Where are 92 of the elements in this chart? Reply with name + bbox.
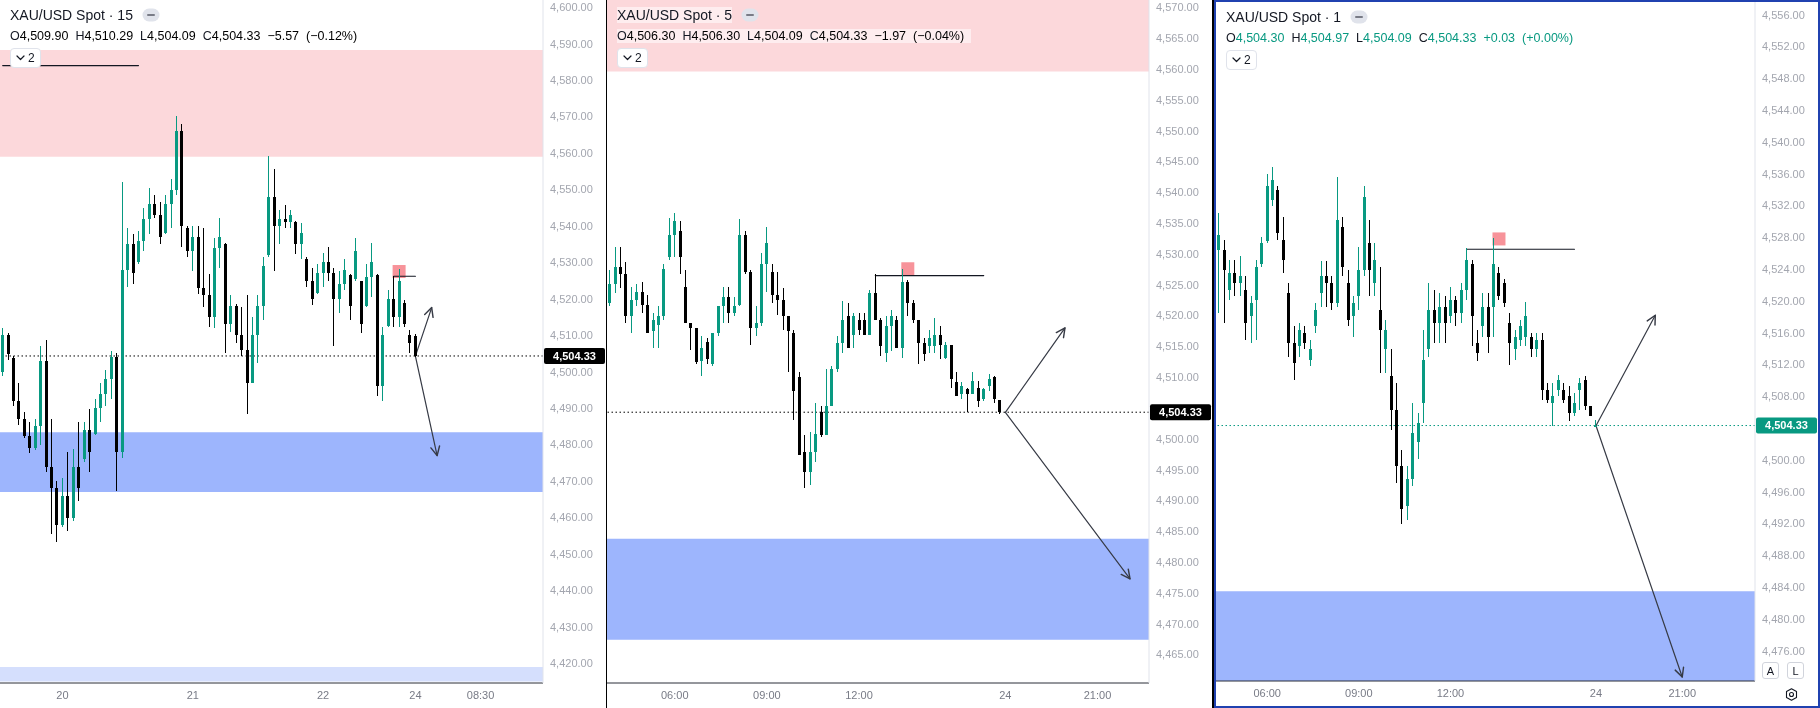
y-tick-label: 4,496.00 <box>1762 485 1805 498</box>
annotation: 2 <box>1244 53 1251 67</box>
y-tick-label: 4,520.00 <box>550 292 593 305</box>
y-tick-label: 4,490.00 <box>1156 494 1199 507</box>
x-tick-label: 09:00 <box>753 688 781 701</box>
y-tick-label: 4,548.00 <box>1762 72 1805 85</box>
text: XAU/USD Spot · 1 <box>1226 9 1342 25</box>
text: XAU/USD Spot · 15 <box>10 7 133 23</box>
ref-line-label: 4,504.33 <box>553 349 596 362</box>
dropdown-button: 2 <box>10 48 41 68</box>
x-tick-label: 20 <box>56 688 69 701</box>
y-tick-label: 4,540.00 <box>1156 186 1199 199</box>
x-tick-label: 12:00 <box>845 688 873 701</box>
y-tick-label: 4,520.00 <box>1156 309 1199 322</box>
y-tick-label: 4,520.00 <box>1762 294 1805 307</box>
y-tick-label: 4,470.00 <box>550 474 593 487</box>
y-tick-label: 4,512.00 <box>1762 358 1805 371</box>
y-tick-label: 4,565.00 <box>1156 32 1199 45</box>
x-tick-label: 24 <box>999 688 1012 701</box>
y-tick-label: 4,590.00 <box>550 37 593 50</box>
y-tick-label: 4,530.00 <box>1156 247 1199 260</box>
y-tick-label: 4,490.00 <box>550 402 593 415</box>
y-tick-label: 4,530.00 <box>550 256 593 269</box>
y-tick-label: 4,555.00 <box>1156 93 1199 106</box>
y-tick-label: 4,556.00 <box>1762 8 1805 21</box>
y-tick-label: 4,460.00 <box>550 511 593 524</box>
y-tick-label: 4,492.00 <box>1762 517 1805 530</box>
y-tick-label: 4,470.00 <box>1156 617 1199 630</box>
annotation: 2 <box>635 51 642 65</box>
x-tick-label: 06:00 <box>1253 686 1281 699</box>
x-tick-label: 21 <box>186 688 199 701</box>
y-tick-label: 4,544.00 <box>1762 103 1805 116</box>
y-tick-label: 4,495.00 <box>1156 463 1199 476</box>
y-tick-label: 4,485.00 <box>1156 525 1199 538</box>
y-tick-label: 4,420.00 <box>550 657 593 670</box>
y-tick-label: 4,515.00 <box>1156 340 1199 353</box>
text: XAU/USD Spot · 5 <box>617 7 733 23</box>
y-tick-label: 4,550.00 <box>1156 124 1199 137</box>
y-tick-label: 4,540.00 <box>1762 135 1805 148</box>
x-tick-label: 06:00 <box>660 688 689 701</box>
x-tick-label: 24 <box>1589 686 1603 699</box>
y-tick-label: 4,552.00 <box>1762 40 1805 53</box>
y-tick-label: 4,560.00 <box>1156 62 1199 75</box>
y-tick-label: 4,524.00 <box>1762 263 1805 275</box>
y-tick-label: 4,600.00 <box>550 1 593 14</box>
x-tick-label: 21:00 <box>1668 686 1696 699</box>
y-tick-label: 4,528.00 <box>1762 231 1805 244</box>
y-tick-label: 4,535.00 <box>1156 217 1199 229</box>
text: O4,504.30 H4,504.97 L4,504.09 C4,504.33 +0.03 (+0.00%) <box>1226 30 1574 45</box>
y-tick-label: 4,580.00 <box>550 74 593 87</box>
y-tick-label: 4,476.00 <box>1762 644 1805 657</box>
y-tick-label: 4,450.00 <box>550 547 593 560</box>
y-tick-label: 4,500.00 <box>550 365 593 378</box>
y-tick-label: 4,484.00 <box>1762 581 1805 594</box>
dropdown-button: 2 <box>1226 50 1257 70</box>
y-tick-label: 4,510.00 <box>1156 371 1199 384</box>
text-button: L <box>1787 662 1804 679</box>
y-tick-label: 4,480.00 <box>1762 612 1805 625</box>
y-tick-label: 4,508.00 <box>1762 390 1805 403</box>
y-tick-label: 4,480.00 <box>550 438 593 451</box>
annotation: 2 <box>28 51 35 65</box>
y-tick-label: 4,570.00 <box>1156 1 1199 14</box>
x-tick-label: 24 <box>409 688 422 701</box>
ref-line-label: 4,504.33 <box>1159 406 1202 419</box>
y-tick-label: 4,560.00 <box>550 146 593 159</box>
y-tick-label: 4,510.00 <box>550 329 593 342</box>
ref-line-label: 4,504.33 <box>1765 419 1808 432</box>
text: O4,506.30 H4,506.30 L4,504.09 C4,504.33 −1.97 (−0.04%) <box>617 28 965 43</box>
y-tick-label: 4,516.00 <box>1762 326 1805 339</box>
y-tick-label: 4,550.00 <box>550 183 593 196</box>
y-tick-label: 4,570.00 <box>550 110 593 123</box>
y-tick-label: 4,440.00 <box>550 584 593 597</box>
y-tick-label: 4,475.00 <box>1156 586 1199 599</box>
y-tick-label: 4,430.00 <box>550 620 593 633</box>
y-tick-label: 4,545.00 <box>1156 155 1199 168</box>
dropdown-button: 2 <box>617 48 648 68</box>
y-tick-label: 4,488.00 <box>1762 549 1805 562</box>
text-button: A <box>1762 662 1779 679</box>
y-tick-label: 4,525.00 <box>1156 278 1199 291</box>
y-tick-label: 4,540.00 <box>550 219 593 232</box>
x-tick-label: 12:00 <box>1436 686 1465 699</box>
x-tick-label: 21:00 <box>1083 688 1112 701</box>
y-tick-label: 4,536.00 <box>1762 167 1805 180</box>
y-tick-label: 4,465.00 <box>1156 648 1199 661</box>
y-tick-label: 4,480.00 <box>1156 556 1199 569</box>
y-tick-label: 4,500.00 <box>1156 432 1199 445</box>
x-tick-label: 22 <box>316 688 330 701</box>
text: O4,509.90 H4,510.29 L4,504.09 C4,504.33 −5.57 (−0.12%) <box>10 28 358 43</box>
x-tick-label: 08:30 <box>466 688 495 701</box>
y-tick-label: 4,500.00 <box>1762 453 1805 466</box>
x-tick-label: 09:00 <box>1345 686 1373 699</box>
y-tick-label: 4,532.00 <box>1762 199 1805 212</box>
